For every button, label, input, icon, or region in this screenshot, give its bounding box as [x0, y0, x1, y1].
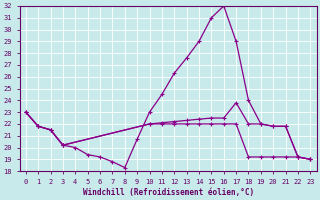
- X-axis label: Windchill (Refroidissement éolien,°C): Windchill (Refroidissement éolien,°C): [83, 188, 254, 197]
